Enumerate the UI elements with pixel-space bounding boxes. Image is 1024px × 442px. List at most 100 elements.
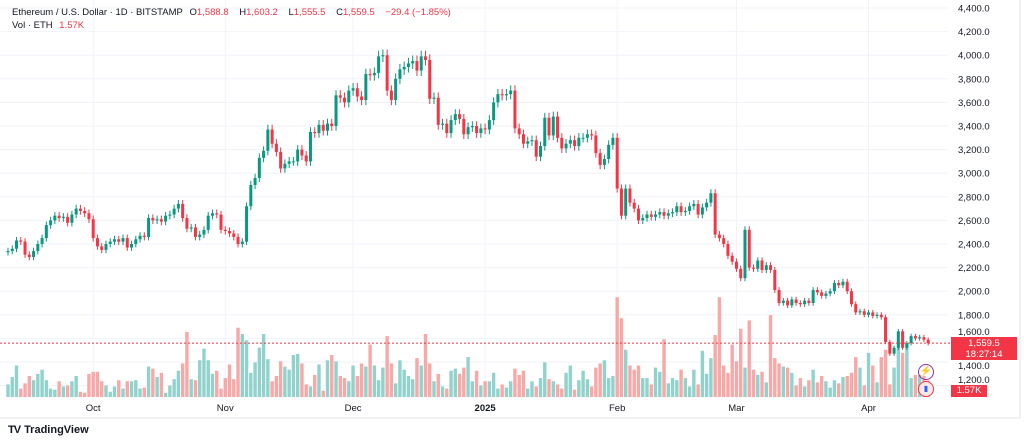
volume-bar (108, 391, 112, 397)
candle-body (262, 150, 266, 158)
candle-body (832, 282, 836, 292)
candle-body (462, 118, 466, 135)
candle-body (330, 123, 334, 126)
candle-body (607, 144, 611, 160)
candle-body (700, 207, 704, 215)
candle-body (879, 314, 883, 318)
volume-bar (845, 376, 849, 397)
volume-bar (900, 352, 905, 397)
volume-bar (223, 378, 227, 397)
candle-body (564, 143, 568, 149)
volume-bar (862, 385, 866, 397)
time-axis[interactable]: Oct Nov Dec 2025 Feb Mar Apr (86, 403, 876, 414)
volume-bar (325, 360, 330, 397)
volume-bar (95, 371, 100, 397)
candle-body (347, 90, 351, 103)
candle-body (624, 188, 628, 216)
low-label: L (288, 7, 294, 18)
volume-bar (534, 386, 538, 397)
candle-body (828, 291, 832, 294)
volume-bar (696, 384, 700, 397)
candle-body (628, 188, 632, 203)
volume-bar (193, 380, 198, 397)
candle-body (266, 129, 270, 151)
us-flag-event-icon[interactable]: ▮ (918, 381, 934, 397)
candle-body (121, 238, 125, 242)
candle-body (66, 216, 70, 223)
volume-bar (760, 371, 764, 397)
candle-body (53, 215, 57, 221)
tradingview-logo[interactable]: TV TradingView (8, 424, 89, 436)
volume-bar (36, 373, 40, 397)
candle-body (671, 212, 675, 214)
volume-bar (624, 349, 628, 397)
time-tick-label: 2025 (475, 403, 497, 414)
volume-bar (428, 363, 432, 397)
candle-body (176, 203, 180, 209)
volume-bar (385, 336, 389, 397)
volume-bar (798, 378, 803, 397)
candle-body (458, 114, 462, 119)
candle-body (909, 336, 913, 344)
candle-body (547, 117, 551, 136)
bar-countdown: 18:27:14 (965, 349, 1003, 360)
candle-body (57, 215, 61, 219)
volume-bar (185, 331, 189, 397)
volume-bar (295, 353, 300, 397)
time-tick-label: Apr (861, 403, 876, 414)
candle-body (6, 251, 10, 253)
volume-bar (457, 373, 462, 397)
high-label: H (239, 7, 247, 18)
volume-bar (210, 373, 215, 397)
volume-title[interactable]: Vol · ETH (12, 20, 53, 31)
volume-bar (159, 372, 164, 397)
candle-body (543, 117, 547, 147)
candle-body (104, 244, 108, 250)
volume-bar (572, 389, 577, 397)
volume-bar (756, 374, 760, 397)
volume-bar (594, 367, 598, 397)
volume-bar (14, 365, 19, 397)
candle-body (274, 143, 278, 152)
volume-bar (730, 344, 734, 397)
volume-bar (679, 369, 683, 397)
volume-bar (180, 363, 185, 397)
volume-bar (888, 384, 892, 397)
volume-bar (104, 385, 108, 397)
volume-bar (641, 378, 645, 397)
volume-bar (53, 389, 57, 397)
volume-bar (666, 383, 670, 397)
candle-body (291, 161, 295, 163)
volume-bar (244, 340, 249, 397)
volume-bar (406, 376, 411, 397)
candle-body (573, 140, 577, 147)
tradingview-logo-icon: TV (8, 424, 21, 436)
price-axis[interactable]: 1,200.0 1,400.0 1,600.0 1,800.0 2,000.0 2,200… (958, 4, 990, 387)
volume-bar (227, 364, 232, 397)
candle-body (355, 88, 359, 97)
candle-body (730, 255, 734, 262)
candle-body (279, 151, 283, 169)
volume-bar (334, 361, 338, 397)
candle-body (849, 291, 853, 305)
candle-body (649, 214, 653, 217)
lightning-event-icon[interactable]: ⚡ (918, 364, 934, 380)
candle-body (615, 137, 619, 189)
volume-bar (909, 378, 913, 397)
symbol-title[interactable]: Ethereum / U.S. Dollar · 1D · BITSTAMP (12, 7, 183, 18)
candle-body (641, 218, 645, 221)
candle-body (287, 161, 291, 164)
volume-bar (91, 371, 95, 397)
candle-body (722, 238, 726, 244)
volume-bar (530, 381, 534, 397)
price-tick-label: 4,000.0 (958, 51, 990, 62)
volume-bar (649, 384, 653, 397)
volume-bar (807, 380, 811, 397)
volume-bar (27, 376, 31, 397)
volume-bar (598, 363, 602, 397)
volume-bar (692, 369, 696, 397)
volume-bar (896, 347, 901, 397)
volume-bar (31, 380, 36, 397)
volume-bar (6, 384, 10, 397)
